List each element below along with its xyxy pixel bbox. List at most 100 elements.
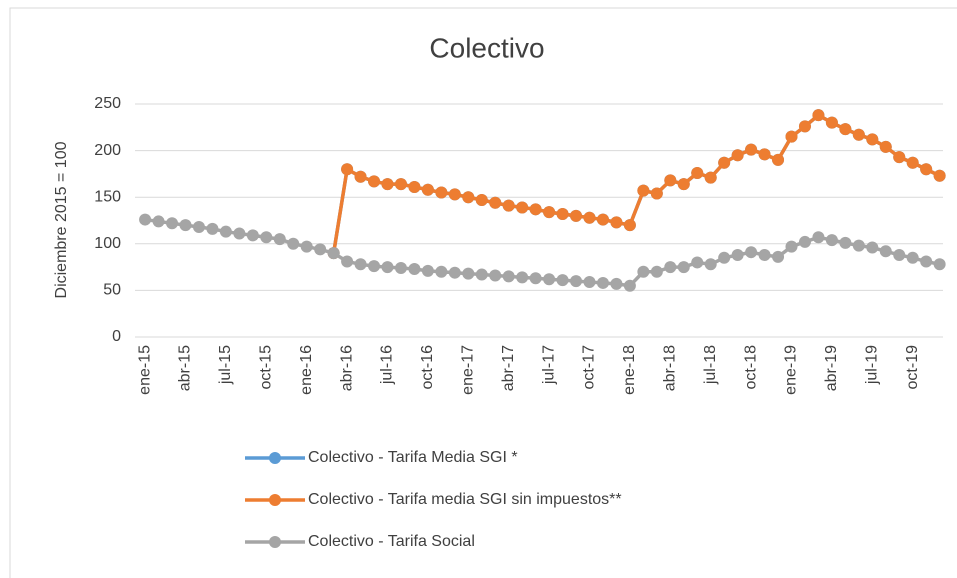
data-point [704, 258, 717, 271]
data-point [691, 256, 704, 269]
data-point [448, 188, 461, 201]
data-point [596, 213, 609, 226]
x-tick-label: oct-18 [742, 345, 759, 390]
data-point [246, 229, 259, 242]
data-point [502, 199, 515, 212]
legend-marker [269, 452, 281, 464]
x-tick-label: abr-19 [823, 345, 840, 391]
data-point [785, 130, 798, 143]
legend-label: Colectivo - Tarifa media SGI sin impuest… [308, 491, 622, 508]
data-point [920, 255, 933, 268]
data-point [152, 215, 165, 228]
series-line [331, 113, 941, 254]
x-tick-label: ene-18 [621, 345, 638, 395]
data-point [206, 222, 219, 235]
data-point [596, 276, 609, 289]
data-point [192, 221, 205, 234]
data-point [906, 156, 919, 169]
data-point [219, 225, 232, 238]
data-point [610, 216, 623, 229]
data-point [543, 273, 556, 286]
data-point [556, 207, 569, 220]
data-point [368, 260, 381, 273]
data-point [354, 258, 367, 271]
data-point [462, 267, 475, 280]
data-point [475, 268, 488, 281]
data-point [394, 262, 407, 275]
data-point [812, 109, 825, 122]
data-point [785, 240, 798, 253]
data-point [920, 163, 933, 176]
data-point [866, 241, 879, 254]
data-point [758, 148, 771, 161]
x-tick-label: jul-18 [702, 345, 719, 385]
data-point [879, 140, 892, 153]
data-point [933, 169, 946, 182]
y-tick-label: 250 [94, 95, 121, 112]
data-point [718, 251, 731, 264]
legend-label: Colectivo - Tarifa Media SGI * [308, 449, 518, 466]
data-point [300, 240, 313, 253]
x-tick-label: jul-19 [864, 345, 881, 385]
data-point [462, 191, 475, 204]
chart-title: Colectivo [429, 32, 544, 63]
data-point [421, 183, 434, 196]
data-point [650, 187, 663, 200]
data-point [381, 261, 394, 274]
data-point [731, 248, 744, 261]
data-point [556, 274, 569, 287]
series-line [331, 113, 941, 254]
data-point [839, 123, 852, 136]
data-point [852, 128, 865, 141]
x-tick-label: abr-15 [177, 345, 194, 391]
data-point [825, 234, 838, 247]
data-point [866, 133, 879, 146]
data-point [637, 184, 650, 197]
data-point [543, 206, 556, 219]
data-point [839, 236, 852, 249]
x-tick-label: abr-18 [662, 345, 679, 391]
y-tick-label: 100 [94, 235, 121, 252]
data-point [139, 213, 152, 226]
data-point [718, 156, 731, 169]
data-point [502, 270, 515, 283]
data-point [179, 219, 192, 232]
data-point [637, 265, 650, 278]
data-point [798, 120, 811, 133]
data-point [731, 149, 744, 162]
data-point [421, 264, 434, 277]
legend-label: Colectivo - Tarifa Social [308, 533, 475, 550]
data-point [583, 211, 596, 224]
data-point [825, 116, 838, 129]
data-point [664, 261, 677, 274]
data-point [475, 193, 488, 206]
data-point [623, 219, 636, 232]
y-tick-label: 0 [112, 328, 121, 345]
data-point [516, 271, 529, 284]
x-tick-label: ene-15 [136, 345, 153, 395]
data-point [448, 266, 461, 279]
y-tick-label: 200 [94, 142, 121, 159]
data-point [583, 276, 596, 289]
data-point [233, 227, 246, 240]
data-point [381, 178, 394, 191]
x-tick-label: oct-17 [581, 345, 598, 390]
y-tick-label: 50 [103, 282, 121, 299]
legend-marker [269, 494, 281, 506]
x-tick-label: oct-15 [258, 345, 275, 390]
y-axis-label: Diciembre 2015 = 100 [53, 141, 70, 298]
data-point [798, 235, 811, 248]
data-point [772, 250, 785, 263]
x-tick-label: ene-16 [298, 345, 315, 395]
x-tick-label: ene-19 [783, 345, 800, 395]
data-point [691, 166, 704, 179]
data-point [570, 275, 583, 288]
data-point [287, 237, 300, 250]
data-point [394, 178, 407, 191]
x-tick-label: ene-17 [460, 345, 477, 395]
data-point [341, 163, 354, 176]
data-point [906, 251, 919, 264]
data-point [772, 153, 785, 166]
legend-marker [269, 536, 281, 548]
